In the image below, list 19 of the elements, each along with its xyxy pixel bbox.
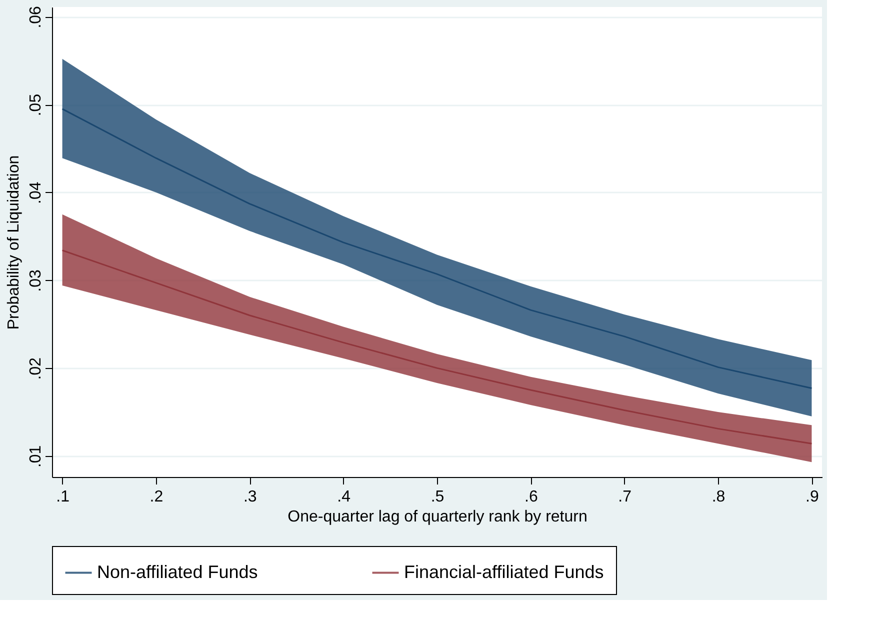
x-tick-label: .2 <box>150 488 164 506</box>
y-tick-label: .05 <box>28 94 44 116</box>
y-tick-label: .04 <box>28 182 44 204</box>
x-tick-label: .1 <box>56 488 70 506</box>
x-tick-label: .7 <box>618 488 632 506</box>
x-tick-label: .5 <box>430 488 444 506</box>
y-tick-label: .03 <box>28 269 44 292</box>
x-tick-label: .9 <box>806 488 819 506</box>
x-tick-label: .6 <box>524 488 538 506</box>
x-tick-label: .3 <box>243 488 257 506</box>
x-tick-label: .4 <box>337 488 351 506</box>
y-tick-label: .02 <box>28 357 44 380</box>
y-axis-title: Probability of Liquidation <box>6 155 22 330</box>
y-tick-label: .06 <box>28 6 44 28</box>
legend-label: Non-affiliated Funds <box>97 562 258 582</box>
x-tick-label: .8 <box>712 488 726 506</box>
legend-label: Financial-affiliated Funds <box>404 562 604 582</box>
x-axis-title: One-quarter lag of quarterly rank by return <box>288 508 588 526</box>
y-tick-label: .01 <box>28 445 44 468</box>
